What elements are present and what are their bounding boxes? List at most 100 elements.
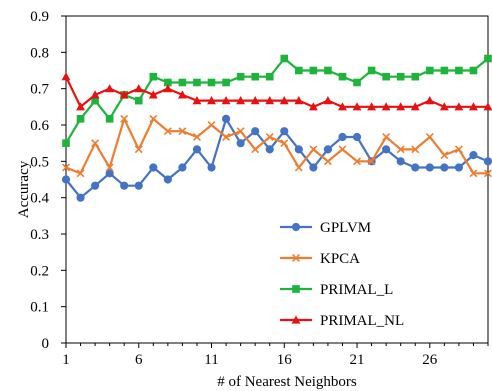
series-primal-nl — [61, 72, 492, 111]
x-marker-stroke — [207, 121, 216, 129]
data-point-kpca — [91, 139, 100, 148]
data-point-gplvm — [236, 139, 245, 148]
data-point-primal-nl — [367, 102, 376, 111]
data-point-gplvm — [163, 175, 172, 184]
data-point-primal-l — [425, 66, 434, 75]
legend-swatch-marker — [292, 285, 300, 293]
data-point-primal-nl — [483, 102, 492, 111]
legend-box — [273, 208, 445, 340]
x-marker-stroke — [469, 169, 478, 178]
data-point-kpca — [236, 127, 245, 136]
data-point-primal-nl — [163, 84, 173, 93]
data-point-kpca — [251, 145, 260, 154]
data-point-kpca — [207, 121, 216, 129]
data-point-gplvm — [425, 163, 434, 172]
data-point-primal-l — [440, 66, 449, 75]
data-point-primal-l — [134, 96, 143, 105]
x-marker-stroke — [62, 163, 70, 172]
y-tick-label: 0.1 — [30, 300, 49, 316]
x-tick-label: 11 — [204, 352, 218, 368]
data-point-primal-l — [91, 96, 99, 105]
data-point-gplvm — [105, 169, 114, 178]
data-point-primal-l — [149, 72, 158, 81]
data-point-primal-nl — [381, 102, 391, 111]
x-marker-stroke — [91, 139, 100, 148]
data-point-primal-l — [338, 72, 347, 81]
legend-label: PRIMAL_NL — [320, 313, 404, 329]
legend-item-primal-nl: PRIMAL_NL — [280, 313, 404, 329]
data-point-gplvm — [265, 145, 274, 154]
legend-item-gplvm: GPLVM — [280, 220, 371, 236]
series-line-kpca — [65, 117, 488, 175]
series-kpca — [62, 114, 492, 178]
data-point-primal-l — [455, 66, 463, 75]
data-point-primal-l — [484, 54, 492, 63]
data-point-primal-nl — [425, 96, 435, 105]
data-point-primal-nl — [338, 102, 347, 111]
data-point-kpca — [382, 133, 391, 141]
data-point-gplvm — [396, 157, 405, 166]
data-point-primal-nl — [236, 96, 246, 105]
legend-label: KPCA — [320, 251, 360, 267]
x-marker-stroke — [440, 151, 449, 160]
data-point-primal-l — [62, 139, 70, 147]
data-point-gplvm — [483, 157, 492, 166]
data-point-primal-nl — [76, 102, 85, 111]
data-point-kpca — [309, 145, 318, 154]
data-point-kpca — [353, 157, 362, 166]
data-point-kpca — [222, 133, 231, 141]
data-point-gplvm — [338, 132, 347, 142]
x-marker-stroke — [411, 145, 420, 154]
legend-swatch-marker — [291, 315, 301, 324]
data-point-primal-nl — [294, 96, 304, 105]
data-point-gplvm — [192, 145, 202, 154]
x-marker-stroke — [76, 169, 85, 178]
data-point-primal-l — [236, 72, 245, 81]
data-point-primal-nl — [192, 96, 202, 105]
legend: GPLVM KPCA PRIMAL_L PRIMAL_NL — [273, 208, 445, 340]
x-marker-stroke — [265, 133, 274, 141]
data-point-primal-nl — [410, 102, 420, 111]
legend-item-kpca: KPCA — [280, 251, 360, 267]
data-point-kpca — [294, 163, 303, 172]
data-point-gplvm — [120, 181, 129, 190]
data-point-kpca — [120, 114, 129, 123]
data-point-gplvm — [382, 145, 391, 154]
data-point-kpca — [425, 133, 434, 141]
data-point-gplvm — [91, 181, 100, 190]
data-point-kpca — [265, 133, 274, 141]
y-tick-label: 0.7 — [30, 82, 49, 98]
y-tick-label: 0.8 — [30, 45, 49, 61]
data-point-primal-l — [396, 72, 405, 81]
data-point-gplvm — [178, 163, 187, 172]
data-point-kpca — [134, 145, 143, 154]
x-marker-stroke — [454, 145, 463, 154]
x-tick-label: 26 — [422, 352, 438, 368]
data-point-kpca — [440, 151, 449, 160]
data-point-primal-l — [222, 78, 230, 87]
x-marker-stroke — [105, 163, 114, 172]
data-point-gplvm — [469, 151, 478, 160]
x-marker-stroke — [236, 127, 245, 136]
data-point-primal-nl — [221, 96, 231, 105]
data-point-primal-nl — [250, 96, 260, 105]
data-point-kpca — [454, 145, 463, 154]
x-marker-stroke — [294, 163, 303, 172]
data-point-kpca — [338, 145, 347, 154]
data-point-primal-l — [324, 66, 332, 75]
data-point-gplvm — [149, 163, 158, 172]
legend-label: PRIMAL_L — [320, 282, 393, 298]
y-tick-label: 0.3 — [30, 227, 49, 243]
data-point-primal-l — [207, 78, 216, 87]
x-marker-stroke — [163, 127, 172, 136]
x-tick-label: 1 — [62, 352, 70, 368]
data-point-kpca — [411, 145, 420, 154]
x-tick-label: 21 — [350, 352, 365, 368]
data-point-primal-nl — [119, 90, 129, 99]
x-marker-stroke — [484, 169, 492, 178]
series-line-primal-nl — [65, 76, 488, 108]
data-point-primal-nl — [207, 96, 216, 105]
x-marker-stroke — [338, 145, 347, 154]
y-axis-title: Accuracy — [16, 160, 32, 218]
